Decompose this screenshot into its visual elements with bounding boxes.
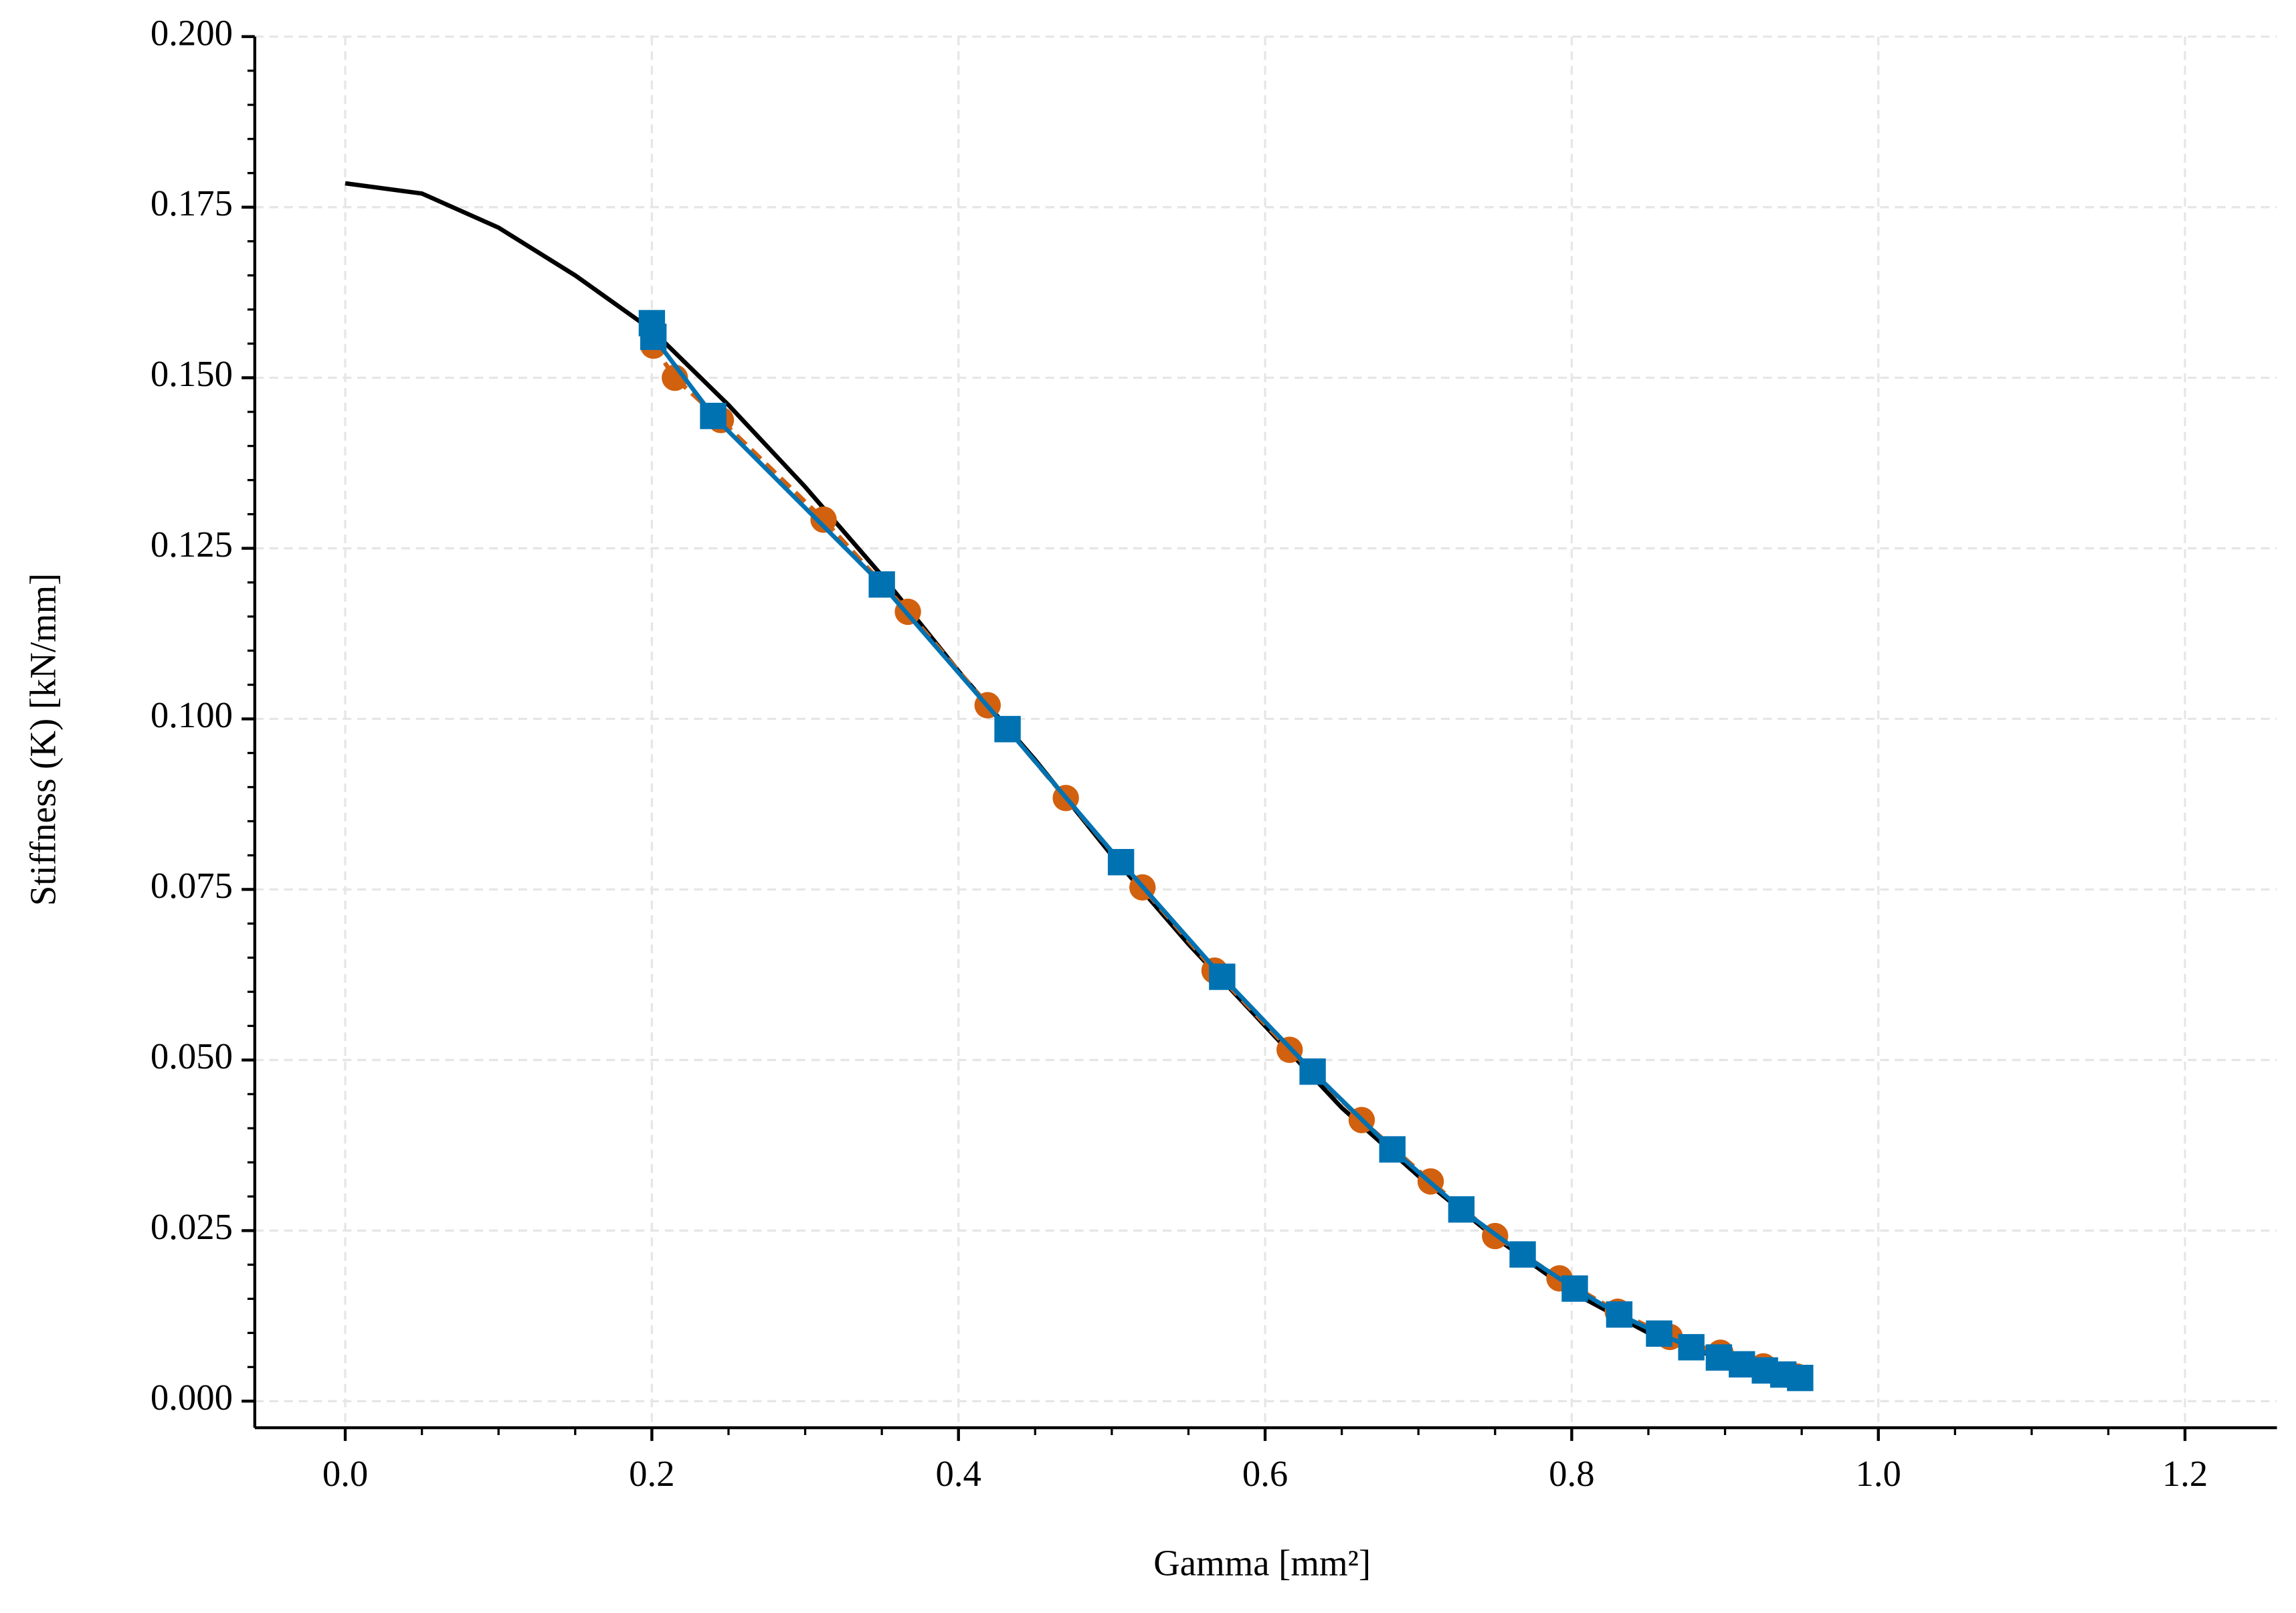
y-tick-label: 0.200 <box>151 12 233 53</box>
point <box>1729 1351 1755 1378</box>
y-tick-label: 0.125 <box>151 524 233 565</box>
y-tick-label: 0.025 <box>151 1206 233 1247</box>
y-tick-label: 0.075 <box>151 865 233 906</box>
point <box>994 716 1021 743</box>
point <box>1299 1058 1326 1085</box>
x-axis-label: Gamma [mm²] <box>1153 1543 1371 1584</box>
point <box>1561 1275 1588 1302</box>
point <box>640 323 667 351</box>
x-tick-label: 1.2 <box>2162 1453 2208 1494</box>
point <box>1787 1364 1814 1392</box>
point <box>1107 848 1135 876</box>
x-tick-label: 0.8 <box>1549 1453 1594 1494</box>
point <box>1509 1241 1536 1268</box>
point <box>1646 1320 1672 1347</box>
series-line <box>650 322 1801 1380</box>
point <box>1678 1334 1705 1361</box>
series-line <box>345 181 1802 1383</box>
x-tick-label: 0.0 <box>322 1453 368 1494</box>
x-tick-label: 0.4 <box>936 1453 981 1494</box>
point <box>1209 963 1236 990</box>
point <box>868 571 895 598</box>
point <box>1705 1344 1733 1371</box>
y-tick-label: 0.050 <box>151 1036 233 1076</box>
x-tick-label: 1.0 <box>1856 1453 1901 1494</box>
point <box>810 506 837 533</box>
series-line <box>651 344 1798 1379</box>
point <box>1606 1301 1633 1328</box>
y-axis-label: Stiffness (K) [kN/mm] <box>23 573 64 907</box>
y-tick-label: 0.100 <box>151 694 233 735</box>
point <box>1379 1136 1406 1163</box>
y-tick-label: 0.175 <box>151 183 233 223</box>
point <box>1448 1196 1475 1223</box>
y-tick-label: 0.000 <box>151 1377 233 1418</box>
x-tick-label: 0.2 <box>629 1453 674 1494</box>
y-tick-label: 0.150 <box>151 353 233 394</box>
point <box>700 403 727 430</box>
x-tick-label: 0.6 <box>1242 1453 1288 1494</box>
